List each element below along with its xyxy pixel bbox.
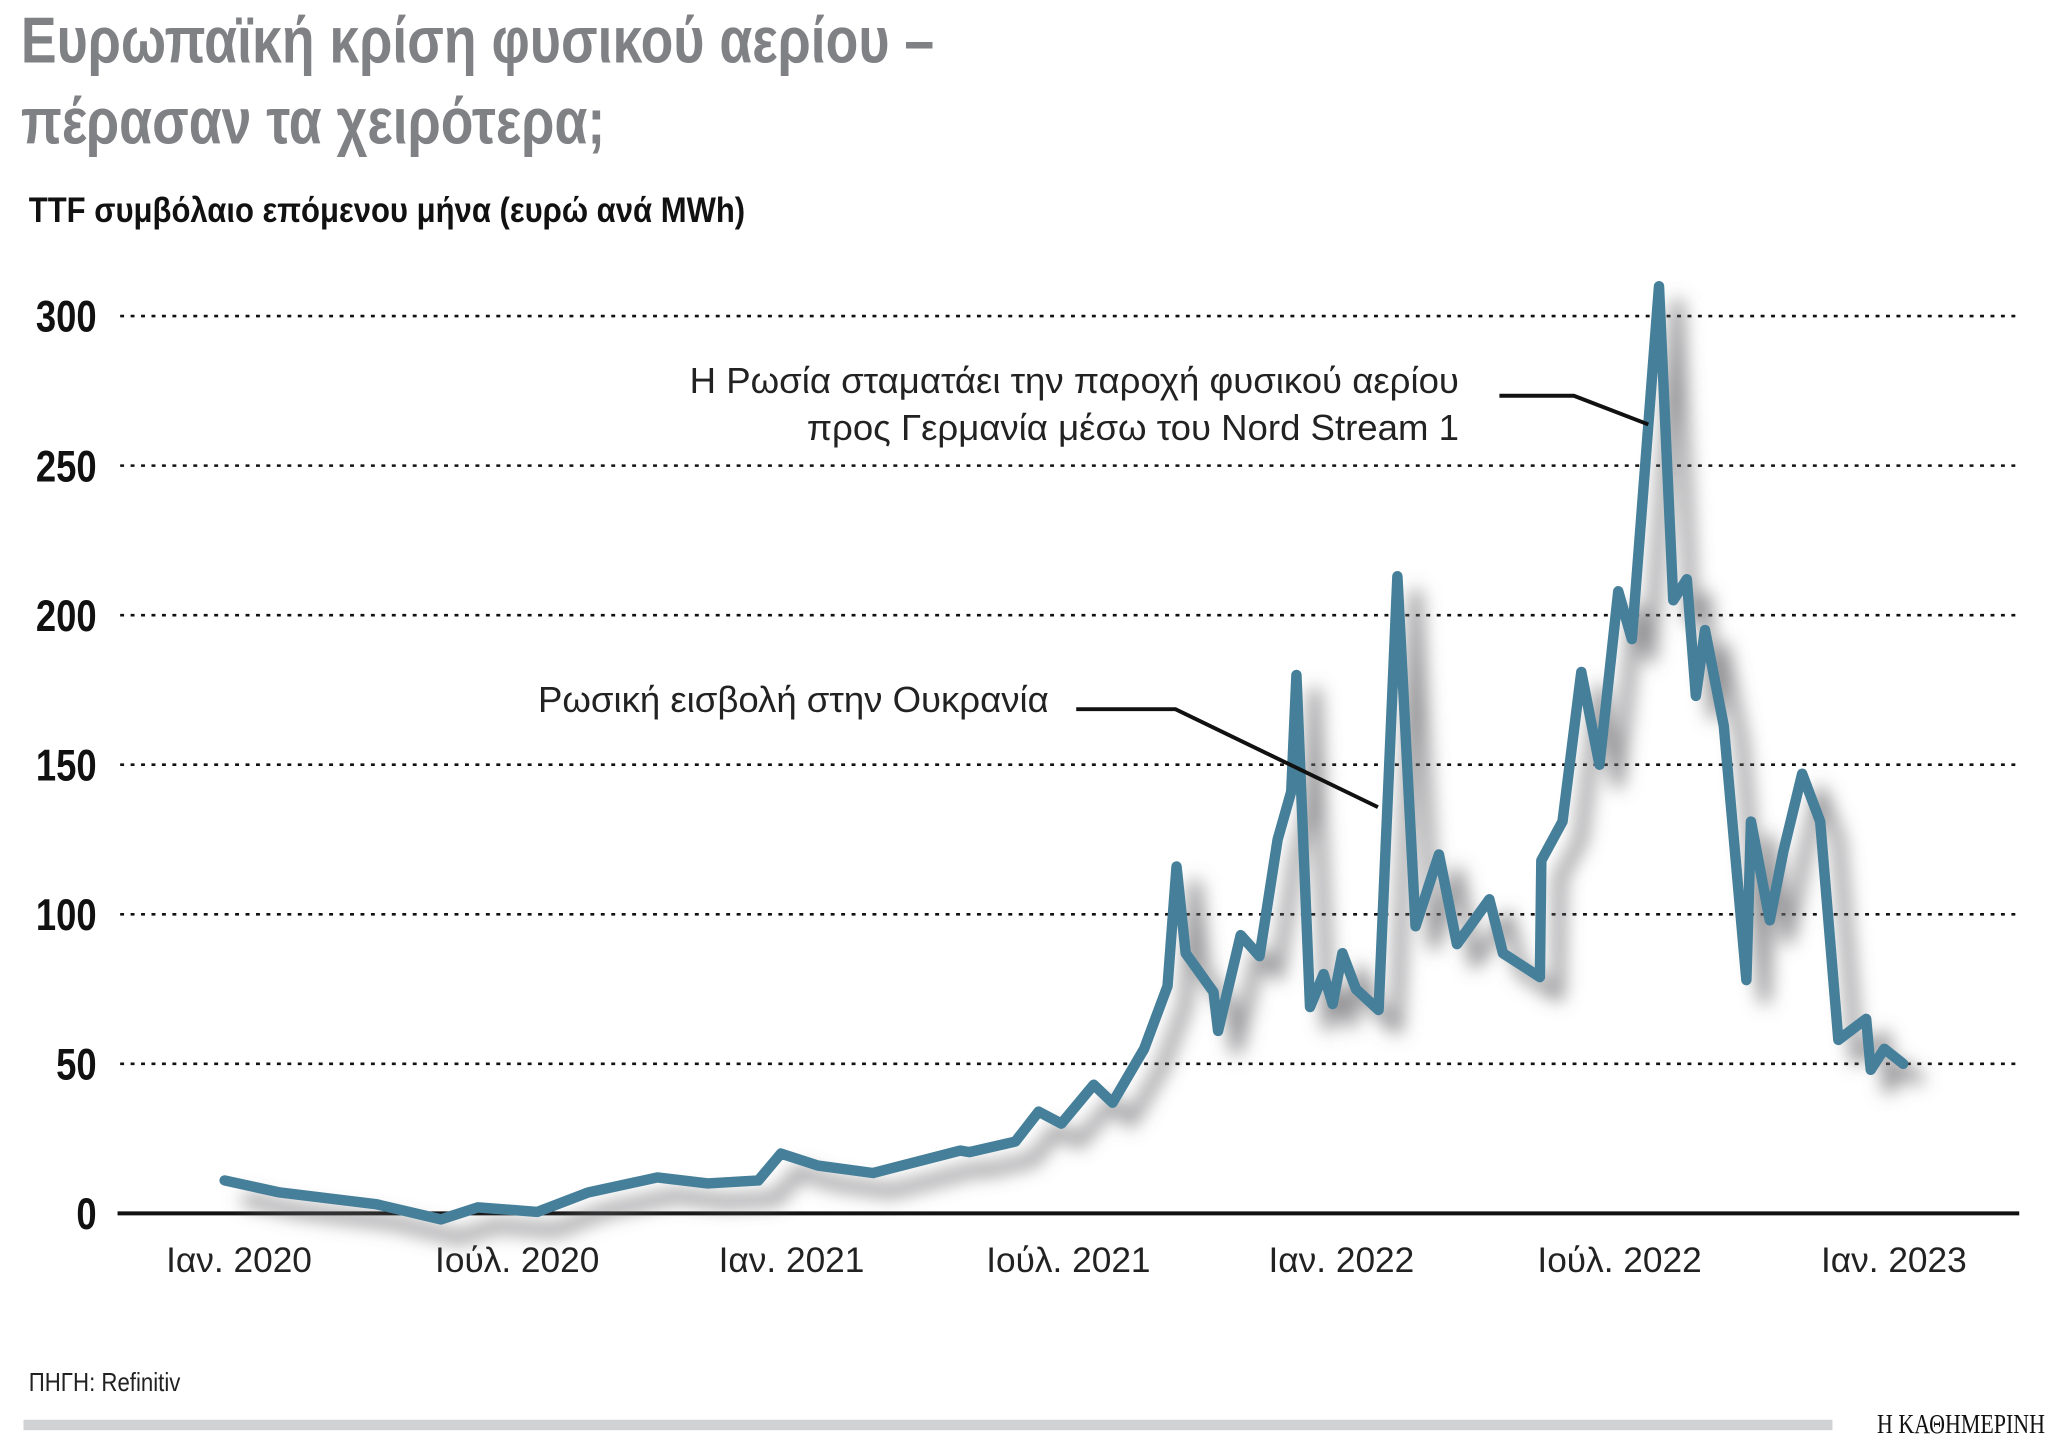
x-tick-label: Ιαν. 2023 — [1821, 1241, 1967, 1280]
y-tick-label: 300 — [36, 291, 97, 341]
footer-bar — [23, 1419, 1833, 1431]
annotation-text-nordstream-2: προς Γερμανία μέσω του Nord Stream 1 — [807, 407, 1459, 448]
annotation-ukraine: Ρωσική εισβολή στην Ουκρανία — [538, 679, 1379, 809]
brand-logo: Η ΚΑΘΗΜΕΡΙΝΗ — [1877, 1407, 2046, 1440]
annotation-nordstream: Η Ρωσία σταματάει την παροχή φυσικού αερ… — [690, 360, 1650, 448]
y-tick-label: 250 — [36, 441, 97, 491]
title-line-2: πέρασαν τα χειρότερα; — [20, 84, 606, 159]
y-tick-label: 50 — [56, 1039, 96, 1089]
x-tick-label: Ιαν. 2020 — [166, 1241, 312, 1280]
title-line-1: Ευρωπαϊκή κρίση φυσικού αερίου – — [20, 3, 935, 78]
y-tick-label: 150 — [36, 740, 97, 790]
annotation-leader-ukraine — [1076, 707, 1379, 809]
gridlines — [117, 314, 2020, 1216]
x-tick-label: Ιαν. 2021 — [719, 1241, 865, 1280]
annotation-text-nordstream-1: Η Ρωσία σταματάει την παροχή φυσικού αερ… — [690, 360, 1459, 401]
x-tick-label: Ιούλ. 2022 — [1537, 1241, 1701, 1280]
y-tick-label: 100 — [36, 889, 97, 939]
y-axis-ticks: 0 50 100 150 200 250 300 — [36, 291, 97, 1239]
y-tick-label: 200 — [36, 590, 97, 640]
x-tick-label: Ιούλ. 2021 — [986, 1241, 1150, 1280]
x-tick-label: Ιούλ. 2020 — [435, 1241, 599, 1280]
data-points — [224, 286, 1904, 1220]
annotation-text-ukraine: Ρωσική εισβολή στην Ουκρανία — [538, 679, 1049, 720]
chart-subtitle: TTF συμβόλαιο επόμενου μήνα (ευρώ ανά MW… — [28, 190, 746, 230]
x-tick-label: Ιαν. 2022 — [1268, 1241, 1414, 1280]
y-tick-label: 0 — [76, 1189, 96, 1239]
chart-title: Ευρωπαϊκή κρίση φυσικού αερίου – πέρασαν… — [21, 0, 934, 162]
line-shadow — [241, 298, 1926, 1244]
annotation-leader-nordstream — [1499, 393, 1650, 427]
x-axis-ticks: Ιαν. 2020 Ιούλ. 2020 Ιαν. 2021 Ιούλ. 2021 Ια… — [166, 1241, 1967, 1280]
source-note: ΠΗΓΗ: Refinitiv — [28, 1368, 181, 1398]
